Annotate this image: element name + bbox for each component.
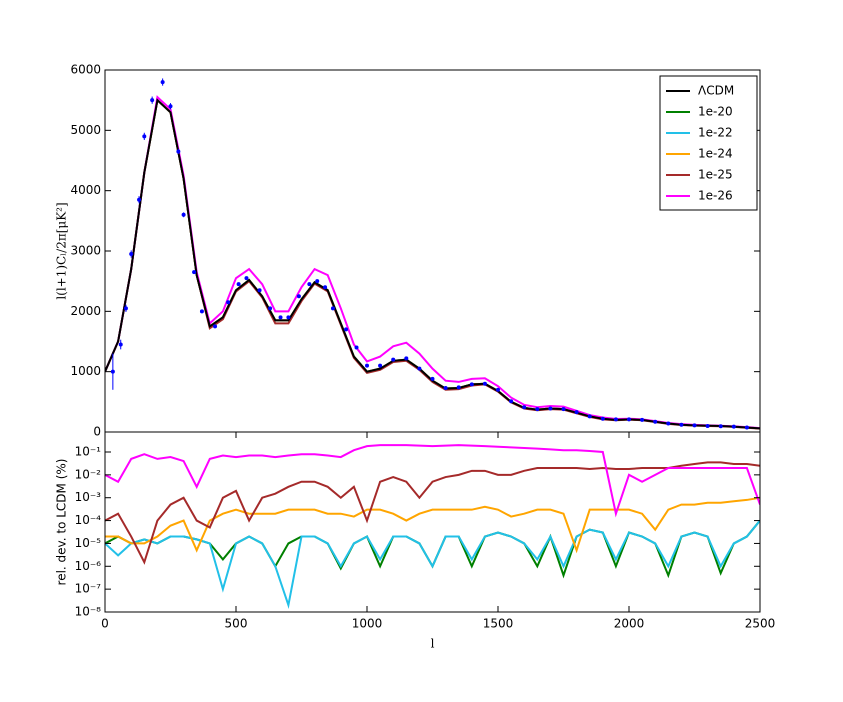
data-point — [600, 416, 605, 421]
x-tick-label: 1500 — [483, 617, 514, 631]
data-point — [168, 104, 173, 109]
data-point — [110, 369, 115, 374]
data-point — [278, 315, 283, 320]
data-point — [548, 406, 553, 411]
data-point — [574, 410, 579, 415]
data-point — [296, 294, 301, 299]
data-point — [744, 425, 749, 430]
y-tick-label: 10⁻⁴ — [75, 513, 102, 527]
y-axis-label: l(l+1)Cₗ/2π[μK²] — [55, 202, 69, 299]
data-point — [391, 357, 396, 362]
legend-label: 1e-22 — [698, 126, 733, 140]
data-point — [123, 306, 128, 311]
data-point — [430, 376, 435, 381]
data-point — [192, 270, 197, 275]
data-point — [509, 399, 514, 404]
y-tick-label: 5000 — [70, 123, 101, 137]
x-axis-label: l — [431, 637, 435, 651]
legend-label: 1e-24 — [698, 147, 733, 161]
axis-frame — [104, 431, 761, 613]
data-point — [404, 356, 409, 361]
data-point — [653, 419, 658, 424]
data-point — [627, 417, 631, 422]
x-tick-label: 2000 — [614, 617, 645, 631]
data-point — [257, 288, 262, 293]
data-point — [160, 80, 165, 85]
data-point — [199, 309, 204, 314]
data-point — [587, 414, 592, 419]
y-tick-label: 3000 — [70, 244, 101, 258]
data-point — [268, 306, 273, 311]
y-tick-label: 10⁻³ — [75, 490, 102, 504]
data-point — [344, 327, 349, 332]
legend-label: 1e-20 — [698, 105, 733, 119]
data-point — [226, 300, 231, 305]
data-point — [244, 276, 249, 281]
data-point — [181, 212, 186, 217]
legend-label: 1e-26 — [698, 189, 733, 203]
data-point — [613, 417, 618, 422]
series-line — [105, 519, 760, 610]
data-point — [705, 423, 710, 428]
data-point — [213, 324, 218, 329]
series-line — [105, 461, 760, 565]
data-point — [129, 252, 134, 257]
data-point — [535, 407, 540, 412]
data-point — [482, 381, 487, 386]
data-point — [496, 387, 500, 392]
x-tick-label: 2500 — [745, 617, 776, 631]
plot-area — [105, 78, 760, 430]
legend-box — [659, 75, 758, 211]
y-tick-label: 4000 — [70, 183, 101, 197]
data-point — [679, 422, 684, 427]
legend-label: ΛCDM — [698, 84, 734, 98]
x-tick-label: 0 — [101, 617, 109, 631]
data-point — [417, 366, 422, 371]
y-tick-label: 10⁻¹ — [75, 445, 102, 459]
data-point — [731, 424, 736, 429]
data-point — [378, 363, 383, 368]
data-point — [330, 306, 335, 311]
data-point — [286, 315, 291, 320]
y-tick-label: 10⁻⁵ — [75, 536, 102, 550]
y-tick-label: 10⁻⁸ — [75, 605, 102, 619]
y-tick-label: 1000 — [70, 364, 101, 378]
x-tick-label: 500 — [225, 617, 248, 631]
legend-label: 1e-25 — [698, 168, 733, 182]
data-point — [150, 98, 155, 103]
data-point — [443, 385, 448, 390]
y-tick-label: 10⁻⁶ — [75, 559, 102, 573]
data-point — [137, 197, 142, 202]
data-point — [692, 423, 697, 428]
y-tick-label: 6000 — [70, 63, 101, 77]
data-point — [640, 417, 645, 422]
y-tick-label: 10⁻² — [75, 467, 102, 481]
data-point — [142, 134, 147, 139]
data-point — [718, 424, 723, 429]
data-point — [666, 421, 671, 426]
data-point — [469, 382, 474, 387]
series-line — [105, 444, 760, 518]
data-point — [522, 405, 527, 410]
data-point — [354, 345, 359, 350]
y-tick-label: 10⁻⁷ — [75, 582, 102, 596]
data-point — [315, 279, 320, 284]
y-tick-label: 2000 — [70, 304, 101, 318]
data-point — [561, 407, 566, 412]
plot-area — [105, 444, 760, 610]
y-tick-label: 0 — [93, 425, 101, 439]
data-point — [176, 149, 181, 154]
data-point — [236, 282, 241, 287]
data-point — [365, 363, 369, 368]
data-point — [118, 342, 123, 347]
data-point — [307, 282, 312, 287]
y-axis-label: rel. dev. to LCDM (%) — [55, 459, 69, 586]
data-point — [456, 385, 461, 390]
x-tick-label: 1000 — [352, 617, 383, 631]
data-point — [323, 285, 328, 290]
